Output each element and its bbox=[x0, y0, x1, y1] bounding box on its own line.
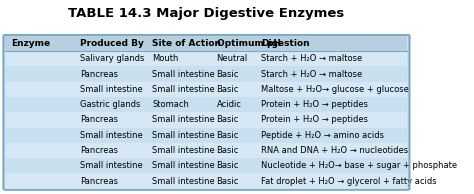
Text: Pancreas: Pancreas bbox=[80, 115, 118, 124]
Text: Optimum pH: Optimum pH bbox=[217, 39, 281, 48]
Text: Gastric glands: Gastric glands bbox=[80, 100, 140, 109]
Text: Mouth: Mouth bbox=[152, 54, 179, 63]
Text: TABLE 14.3 Major Digestive Enzymes: TABLE 14.3 Major Digestive Enzymes bbox=[68, 7, 345, 20]
Text: Maltose + H₂O→ glucose + glucose: Maltose + H₂O→ glucose + glucose bbox=[261, 85, 409, 94]
Bar bbox=[6, 51, 408, 66]
Text: Peptide + H₂O → amino acids: Peptide + H₂O → amino acids bbox=[261, 131, 384, 140]
Text: Small intestine: Small intestine bbox=[80, 131, 143, 140]
FancyBboxPatch shape bbox=[3, 35, 410, 190]
Bar bbox=[6, 112, 408, 128]
Text: Basic: Basic bbox=[217, 177, 239, 186]
Text: Starch + H₂O → maltose: Starch + H₂O → maltose bbox=[261, 54, 362, 63]
Bar bbox=[6, 128, 408, 143]
Text: Small intestine: Small intestine bbox=[152, 177, 215, 186]
Text: Starch + H₂O → maltose: Starch + H₂O → maltose bbox=[261, 70, 362, 79]
Text: Small intestine: Small intestine bbox=[152, 146, 215, 155]
Text: Basic: Basic bbox=[217, 85, 239, 94]
Text: Small intestine: Small intestine bbox=[152, 70, 215, 79]
Text: Salivary glands: Salivary glands bbox=[80, 54, 144, 63]
Text: Neutral: Neutral bbox=[217, 54, 248, 63]
Text: Pancreas: Pancreas bbox=[80, 146, 118, 155]
Text: RNA and DNA + H₂O → nucleotides: RNA and DNA + H₂O → nucleotides bbox=[261, 146, 408, 155]
Bar bbox=[6, 173, 408, 189]
Text: Small intestine: Small intestine bbox=[80, 85, 143, 94]
Text: Basic: Basic bbox=[217, 70, 239, 79]
Text: Small intestine: Small intestine bbox=[152, 85, 215, 94]
Text: Small intestine: Small intestine bbox=[152, 161, 215, 170]
Bar bbox=[6, 66, 408, 82]
Text: Basic: Basic bbox=[217, 146, 239, 155]
Text: Pancreas: Pancreas bbox=[80, 177, 118, 186]
Text: Basic: Basic bbox=[217, 131, 239, 140]
Bar bbox=[6, 158, 408, 173]
Text: Site of Action: Site of Action bbox=[152, 39, 221, 48]
Bar bbox=[6, 97, 408, 112]
Text: Digestion: Digestion bbox=[261, 39, 310, 48]
Text: Protein + H₂O → peptides: Protein + H₂O → peptides bbox=[261, 100, 368, 109]
Text: Enzyme: Enzyme bbox=[11, 39, 51, 48]
Text: Small intestine: Small intestine bbox=[152, 115, 215, 124]
Text: Fat droplet + H₂O → glycerol + fatty acids: Fat droplet + H₂O → glycerol + fatty aci… bbox=[261, 177, 437, 186]
Bar bbox=[6, 36, 408, 51]
Text: Produced By: Produced By bbox=[80, 39, 144, 48]
Text: Nucleotide + H₂O→ base + sugar + phosphate: Nucleotide + H₂O→ base + sugar + phospha… bbox=[261, 161, 457, 170]
Text: Stomach: Stomach bbox=[152, 100, 189, 109]
Text: Basic: Basic bbox=[217, 115, 239, 124]
Bar bbox=[6, 82, 408, 97]
Text: Basic: Basic bbox=[217, 161, 239, 170]
Bar bbox=[6, 143, 408, 158]
Text: Pancreas: Pancreas bbox=[80, 70, 118, 79]
Text: Protein + H₂O → peptides: Protein + H₂O → peptides bbox=[261, 115, 368, 124]
Text: Small intestine: Small intestine bbox=[152, 131, 215, 140]
Text: Small intestine: Small intestine bbox=[80, 161, 143, 170]
Text: Acidic: Acidic bbox=[217, 100, 242, 109]
